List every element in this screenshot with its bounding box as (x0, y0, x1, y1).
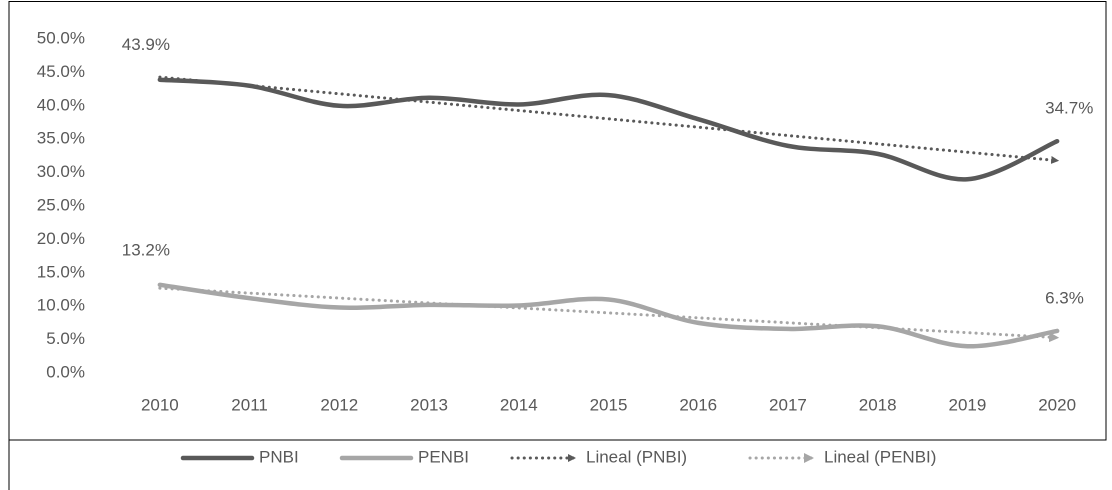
frame (8, 1, 1107, 490)
x-tick-label: 2014 (500, 395, 538, 414)
legend-label: Lineal (PENBI) (824, 447, 936, 466)
series-line (157, 77, 1060, 182)
trend-line (158, 75, 1060, 165)
y-tick-label: 5.0% (46, 329, 85, 348)
x-tick-label: 2013 (410, 395, 448, 414)
y-tick-label: 25.0% (37, 195, 85, 214)
data-label: 6.3% (1045, 288, 1084, 307)
legend-label: PENBI (418, 447, 469, 466)
x-tick-label: 2016 (679, 395, 717, 414)
legend-label: PNBI (259, 447, 299, 466)
data-label: 13.2% (122, 240, 170, 259)
y-tick-label: 50.0% (37, 28, 85, 47)
y-tick-label: 15.0% (37, 262, 85, 281)
y-tick-label: 0.0% (46, 362, 85, 381)
y-tick-label: 40.0% (37, 95, 85, 114)
trend-line (158, 286, 1060, 343)
y-tick-label: 45.0% (37, 62, 85, 81)
y-tick-label: 35.0% (37, 129, 85, 148)
y-tick-label: 20.0% (37, 229, 85, 248)
data-label: 34.7% (1045, 99, 1093, 118)
legend-label: Lineal (PNBI) (586, 447, 687, 466)
series-line (157, 282, 1060, 349)
x-tick-label: 2015 (590, 395, 628, 414)
y-tick-label: 30.0% (37, 162, 85, 181)
data-label: 43.9% (122, 35, 170, 54)
x-tick-label: 2018 (859, 395, 897, 414)
x-tick-label: 2012 (320, 395, 358, 414)
x-tick-label: 2017 (769, 395, 807, 414)
y-tick-label: 10.0% (37, 296, 85, 315)
x-tick-label: 2011 (231, 395, 268, 414)
x-tick-label: 2020 (1038, 395, 1076, 414)
x-tick-label: 2019 (948, 395, 986, 414)
x-tick-label: 2010 (141, 395, 179, 414)
